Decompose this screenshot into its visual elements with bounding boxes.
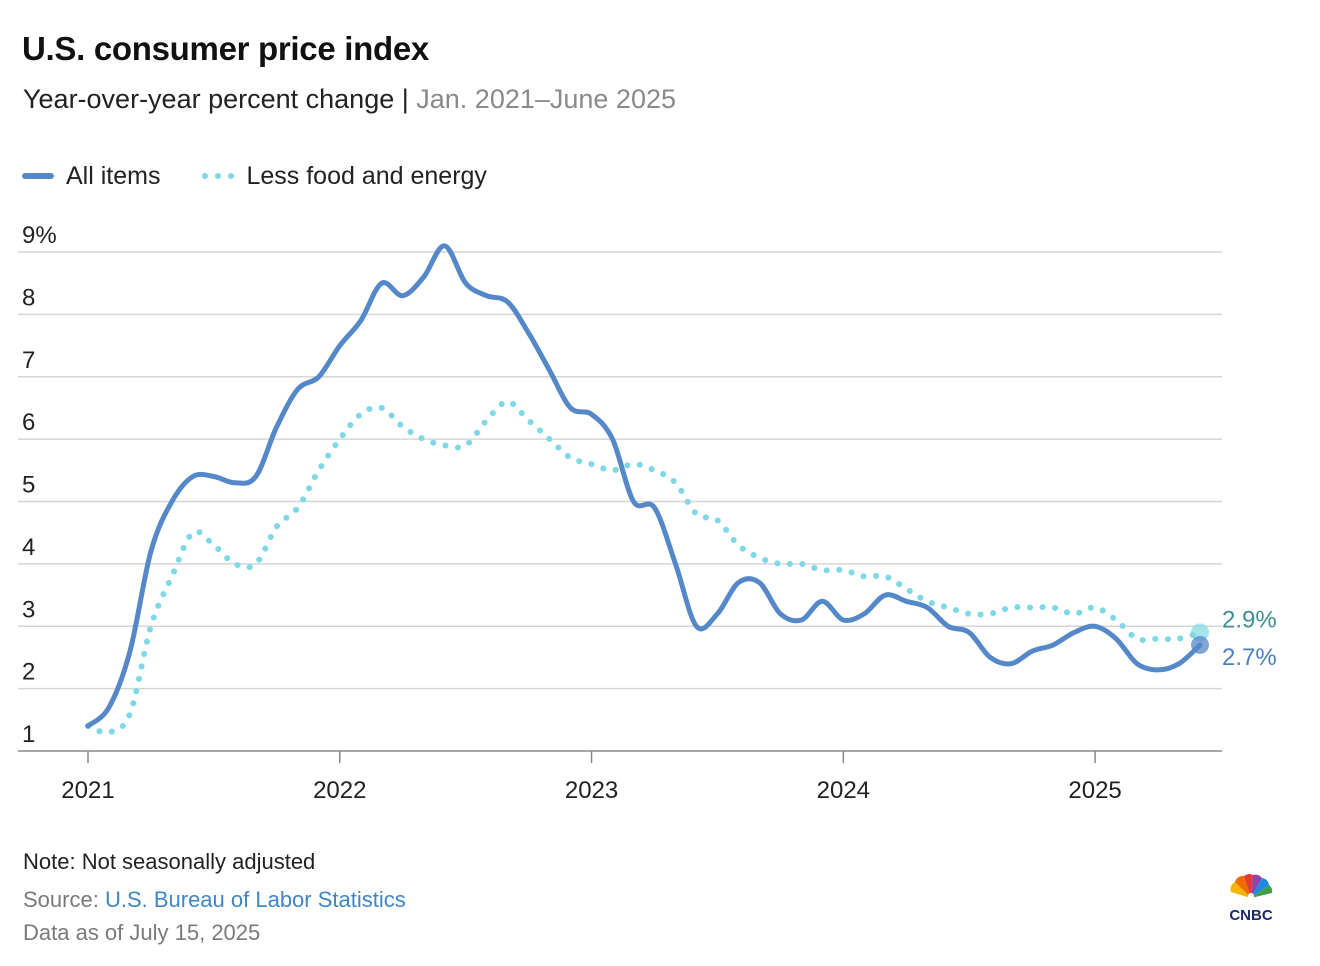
x-tick-label: 2022 — [313, 777, 366, 804]
y-tick-label: 7 — [22, 347, 35, 374]
legend-swatch-all-items — [22, 173, 54, 179]
y-tick-label: 5 — [22, 472, 35, 499]
y-tick-label: 9% — [22, 222, 57, 249]
y-tick-label: 1 — [22, 721, 35, 748]
grid-layer — [18, 251, 1222, 690]
x-tick-label: 2023 — [565, 777, 618, 804]
y-tick-label: 8 — [22, 284, 35, 311]
subtitle-separator: | — [394, 84, 417, 114]
subtitle-main: Year-over-year percent change — [23, 84, 395, 114]
legend-item-all-items: All items — [22, 162, 160, 191]
chart-legend: All items Less food and energy — [22, 160, 529, 192]
cpi-line-chart: 9% 8 7 6 5 4 3 2 1 2021 2022 2023 2024 2025 2.7% 2.9% — [18, 222, 1277, 804]
legend-label-less-food-energy: Less food and energy — [246, 161, 487, 190]
series-line-less-food-energy — [85, 398, 1203, 736]
x-tick-label: 2021 — [61, 777, 114, 804]
cnbc-logo-text: CNBC — [1229, 907, 1272, 924]
legend-item-less-food-energy: Less food and energy — [202, 161, 487, 191]
x-tick-label: 2024 — [817, 777, 870, 804]
source-link[interactable]: U.S. Bureau of Labor Statistics — [104, 887, 406, 912]
end-marker-all-items — [1191, 635, 1209, 654]
legend-label-all-items: All items — [66, 161, 161, 190]
y-tick-label: 6 — [22, 409, 35, 436]
chart-title: U.S. consumer price index — [22, 30, 429, 67]
data-as-of: Data as of July 15, 2025 — [23, 920, 261, 945]
y-axis-labels: 9% 8 7 6 5 4 3 2 1 — [22, 222, 57, 748]
footnote: Note: Not seasonally adjusted — [23, 849, 316, 874]
y-tick-label: 2 — [22, 659, 35, 686]
cnbc-peacock-logo-icon: CNBC — [1229, 874, 1273, 924]
chart-subtitle: Year-over-year percent change | Jan. 202… — [23, 84, 676, 115]
end-labels: 2.7% 2.9% — [1191, 606, 1277, 671]
subtitle-date-range: Jan. 2021–June 2025 — [416, 84, 676, 114]
source-prefix: Source: — [23, 887, 105, 912]
end-label-all-items: 2.7% — [1222, 644, 1277, 671]
source-line: Source: U.S. Bureau of Labor Statistics — [23, 887, 406, 913]
end-label-less-food-energy: 2.9% — [1222, 606, 1277, 633]
series-layer — [85, 243, 1203, 736]
y-tick-label: 4 — [22, 534, 35, 561]
x-tick-label: 2025 — [1068, 777, 1121, 804]
x-axis: 2021 2022 2023 2024 2025 — [18, 750, 1222, 804]
y-tick-label: 3 — [22, 596, 35, 623]
series-line-all-items — [85, 243, 1203, 729]
end-marker-less-food-energy — [1191, 623, 1209, 642]
legend-swatch-less-food-energy — [202, 172, 235, 180]
